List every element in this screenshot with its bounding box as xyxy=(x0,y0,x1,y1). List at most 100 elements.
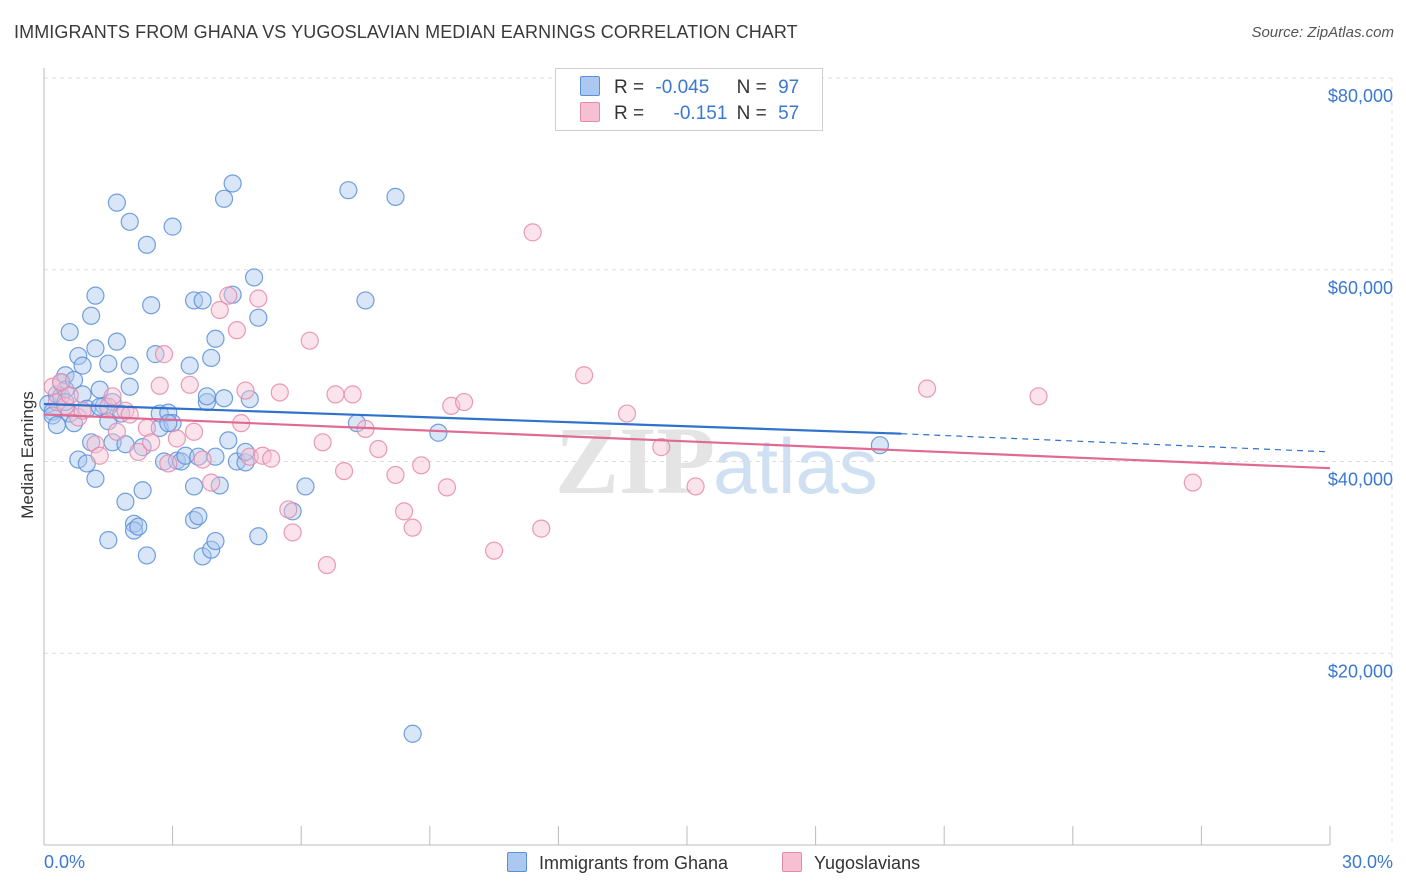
yugoslavian-point xyxy=(334,461,354,481)
ghana-point xyxy=(244,268,264,287)
yugoslavian-point xyxy=(652,438,671,457)
yugoslavian-point xyxy=(686,477,705,496)
ghana-point xyxy=(429,423,448,442)
data-points xyxy=(39,174,1202,743)
yugoslavian-trend-line xyxy=(43,413,1331,470)
ghana-point xyxy=(176,446,195,465)
ghana-point xyxy=(197,387,216,406)
ghana-point xyxy=(73,385,92,404)
legend-r-label: R = xyxy=(614,77,645,98)
ghana-trend-extension xyxy=(901,433,1331,453)
yugoslavian-point xyxy=(437,478,457,497)
axes: $20,000 $40,000 $60,000 $80,000 0.0% 30.0% xyxy=(43,68,1393,872)
watermark-atlas: atlas xyxy=(713,422,878,510)
bottom-legend-swatch-ghana xyxy=(507,852,527,872)
y-tick-label: $80,000 xyxy=(1328,86,1393,106)
yugoslavian-point xyxy=(210,300,229,320)
watermark: ZIP atlas xyxy=(555,407,878,514)
bottom-legend-swatch-yugoslavians xyxy=(782,852,802,872)
ghana-point xyxy=(120,356,139,375)
yugoslavian-point xyxy=(240,447,259,466)
chart-source: Source: ZipAtlas.com xyxy=(1251,24,1394,41)
ghana-point xyxy=(107,193,126,212)
yugoslavian-point xyxy=(1183,473,1202,492)
ghana-point xyxy=(184,477,204,496)
yugoslavian-point xyxy=(283,523,302,542)
yugoslavian-point xyxy=(249,289,268,308)
ghana-point xyxy=(137,546,156,565)
legend-n-value: 57 xyxy=(778,103,800,124)
legend-n-value: 97 xyxy=(778,77,800,98)
yugoslavian-point xyxy=(386,465,405,485)
ghana-point xyxy=(386,187,405,206)
yugoslavian-point xyxy=(129,442,148,462)
yugoslavian-point xyxy=(343,385,362,404)
yugoslavian-point xyxy=(617,404,637,423)
yugoslavian-point xyxy=(154,345,174,364)
ghana-point xyxy=(120,377,139,396)
ghana-point xyxy=(296,477,315,496)
ghana-point xyxy=(219,431,238,450)
ghana-point xyxy=(339,181,358,200)
yugoslavian-point xyxy=(184,422,204,441)
yugoslavian-point xyxy=(403,518,422,537)
bottom-legend-label-ghana: Immigrants from Ghana xyxy=(539,853,729,873)
ghana-point xyxy=(86,339,105,358)
yugoslavian-point xyxy=(523,223,542,242)
ghana-point xyxy=(356,291,375,310)
ghana-point xyxy=(206,531,225,551)
legend-n-label: N = xyxy=(736,77,767,98)
yugoslavian-point xyxy=(193,450,212,469)
trend-lines xyxy=(43,402,1331,470)
ghana-point xyxy=(142,296,161,315)
yugoslavian-point xyxy=(394,502,414,521)
ghana-point xyxy=(82,306,101,325)
x-tick-label-max: 30.0% xyxy=(1342,852,1393,872)
ghana-point xyxy=(189,507,208,526)
yugoslavian-point xyxy=(90,446,109,465)
ghana-point xyxy=(60,322,79,342)
ghana-point xyxy=(159,414,178,433)
yugoslavian-point xyxy=(159,454,178,473)
yugoslavian-point xyxy=(279,500,298,519)
yugoslavian-point xyxy=(236,381,255,400)
ghana-point xyxy=(99,531,118,550)
legend-swatch-ghana xyxy=(580,76,600,96)
bottom-legend-ghana: Immigrants from Ghana xyxy=(507,852,728,874)
yugoslavian-point xyxy=(326,385,345,404)
ghana-point xyxy=(69,450,88,469)
yugoslavian-point xyxy=(107,422,126,441)
legend-swatch-yugoslavians xyxy=(580,102,600,122)
yugoslavian-point xyxy=(103,387,122,406)
ghana-point xyxy=(116,492,135,511)
ghana-point xyxy=(69,346,88,366)
y-tick-label: $20,000 xyxy=(1328,661,1393,681)
legend-row-yugoslavians: R = -0.151 N = 57 xyxy=(580,102,799,126)
yugoslavian-point xyxy=(313,433,332,452)
legend-n-label: N = xyxy=(736,103,767,124)
ghana-point xyxy=(163,217,182,236)
bottom-legend-yugoslavians: Yugoslavians xyxy=(782,852,920,874)
chart-title: IMMIGRANTS FROM GHANA VS YUGOSLAVIAN MED… xyxy=(14,22,798,42)
yugoslavian-point xyxy=(142,433,161,452)
x-tick-label-min: 0.0% xyxy=(44,852,85,872)
legend-r-label: R = xyxy=(614,103,645,124)
yugoslavian-point xyxy=(150,376,169,395)
ghana-point xyxy=(107,332,126,351)
ghana-point xyxy=(249,527,268,546)
yugoslavian-point xyxy=(202,473,221,492)
ghana-point xyxy=(249,308,268,327)
yugoslavian-point xyxy=(262,449,281,468)
yugoslavian-point xyxy=(60,386,79,405)
legend-r-value: -0.045 xyxy=(655,77,710,98)
ghana-point xyxy=(99,354,118,373)
yugoslavian-point xyxy=(86,435,105,454)
ghana-point xyxy=(202,348,221,368)
yugoslavian-point xyxy=(485,541,504,560)
yugoslavian-point xyxy=(167,429,186,448)
legend-box: R = -0.045 N = 97 R = -0.151 N = 57 xyxy=(555,68,823,131)
legend-row-ghana: R = -0.045 N = 97 xyxy=(580,76,799,100)
ghana-point xyxy=(223,174,242,193)
legend-r-value: -0.151 xyxy=(673,103,728,124)
